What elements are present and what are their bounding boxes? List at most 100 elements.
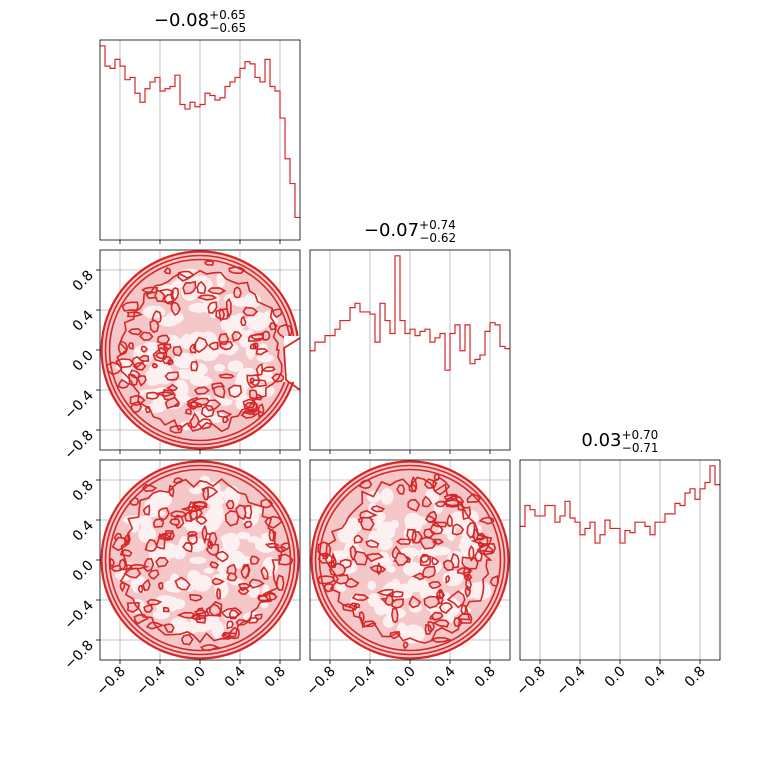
low-density-region <box>211 621 225 639</box>
y-tick-label: 0.8 <box>70 478 97 505</box>
contour-line <box>252 342 259 349</box>
contour-line <box>152 346 168 363</box>
contour-line <box>187 533 198 546</box>
y-tick-label: −0.8 <box>61 638 96 673</box>
low-density-region <box>367 593 381 608</box>
contour-line <box>117 340 129 356</box>
contour-line <box>242 306 259 317</box>
contour-line <box>212 385 226 399</box>
contour-line <box>227 384 243 398</box>
low-density-region <box>404 515 428 527</box>
contour-line <box>167 359 174 366</box>
contour-line <box>155 533 166 550</box>
contour-line <box>423 595 441 609</box>
contour-line <box>456 613 473 624</box>
low-density-region <box>189 486 203 495</box>
low-density-region <box>407 577 428 589</box>
contour-line <box>246 374 261 389</box>
contour-line <box>219 340 234 351</box>
contour-line <box>462 506 472 520</box>
contour-line <box>249 377 255 384</box>
contour-line <box>163 606 170 613</box>
contour-line <box>163 267 172 275</box>
low-density-region <box>193 366 205 380</box>
contour-line <box>144 538 158 553</box>
contour-line <box>231 330 243 342</box>
contour-line <box>424 515 436 523</box>
y-tick-label: 0.0 <box>70 558 97 585</box>
contour-line <box>330 551 337 569</box>
x-tick-label: 0.4 <box>642 663 669 690</box>
contour-line <box>365 552 385 563</box>
low-density-region <box>189 275 213 296</box>
contour-line <box>197 294 218 301</box>
x-tick-label: −0.8 <box>303 664 338 699</box>
contour-line <box>209 561 220 569</box>
contour-line <box>170 510 188 518</box>
low-density-region <box>237 329 249 342</box>
x-tick-label: 0.0 <box>392 664 419 691</box>
contour-line <box>139 331 154 341</box>
contour-line <box>214 550 229 563</box>
contour-line <box>196 418 213 430</box>
contour-line <box>360 516 375 531</box>
contour-line <box>174 576 191 591</box>
contour-line <box>429 522 444 535</box>
contour-line <box>432 538 444 545</box>
contour-line <box>169 425 183 434</box>
contour-line <box>142 557 155 573</box>
contour-line <box>221 631 232 639</box>
contour-line <box>155 556 170 568</box>
contour-line <box>419 554 432 567</box>
histogram-param-3 <box>520 465 720 544</box>
contour-line <box>396 538 412 545</box>
contour-line <box>407 498 421 512</box>
contour-line <box>207 287 227 295</box>
contour-ring <box>318 468 502 652</box>
contour-line <box>438 601 454 614</box>
contour-line <box>144 405 151 414</box>
contour-line <box>240 315 247 327</box>
contour-line <box>189 510 198 521</box>
low-density-region <box>150 489 173 509</box>
title-median: 0.03 <box>581 430 621 451</box>
contour-line <box>151 310 162 325</box>
low-density-region <box>222 532 240 553</box>
contour-line <box>443 493 460 500</box>
contour-ring <box>108 468 292 652</box>
low-density-region <box>189 375 213 387</box>
contour-line <box>443 559 455 572</box>
contour-line <box>422 565 436 579</box>
contour-line <box>164 371 180 381</box>
low-density-region <box>245 339 256 360</box>
contour-line <box>190 360 199 372</box>
contour-line <box>466 492 481 504</box>
contour-line <box>255 363 264 377</box>
contour-line <box>394 552 410 567</box>
contour-line <box>226 620 234 630</box>
contour-line <box>162 343 172 350</box>
contour-line <box>283 337 301 391</box>
y-tick-label: 0.8 <box>70 268 97 295</box>
contour-line <box>384 594 394 606</box>
contour-line <box>212 577 225 586</box>
contour-line <box>169 518 181 526</box>
low-density-region <box>225 342 239 354</box>
low-density-region <box>245 506 264 515</box>
contour-line <box>389 631 401 640</box>
x-tick-label: 0.4 <box>432 663 459 690</box>
contour-line <box>142 504 151 516</box>
contour-line <box>193 386 210 395</box>
low-density-region <box>165 311 184 324</box>
contour-line <box>157 581 164 591</box>
contour-line <box>224 510 240 527</box>
contour-line <box>248 379 268 388</box>
y-tick-label: −0.4 <box>61 387 96 422</box>
low-density-region <box>227 360 244 372</box>
x-tick-label: 0.8 <box>262 664 289 691</box>
low-density-region <box>217 491 227 499</box>
histogram-param-2 <box>310 255 510 371</box>
contour-line <box>428 581 442 590</box>
contour-line <box>323 583 335 593</box>
contour-line <box>353 534 364 544</box>
